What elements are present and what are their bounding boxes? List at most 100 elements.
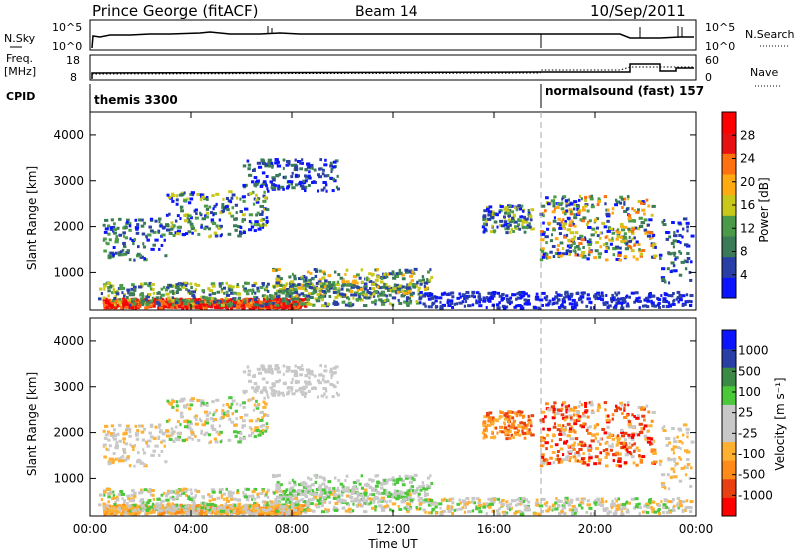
velocity-echo-cell: [135, 425, 138, 428]
power-echo-cell: [212, 285, 216, 288]
velocity-echo-cell: [384, 505, 386, 508]
power-echo-cell: [631, 292, 635, 295]
power-echo-cell: [562, 222, 566, 225]
power-echo-cell: [635, 291, 639, 294]
power-echo-cell: [199, 212, 201, 215]
power-echo-cell: [302, 277, 304, 280]
freq-trace: [92, 64, 694, 79]
power-echo-cell: [397, 291, 400, 294]
velocity-echo-cell: [255, 400, 258, 403]
velocity-echo-cell: [485, 426, 488, 429]
power-echo-cell: [429, 279, 432, 282]
power-echo-cell: [553, 195, 556, 198]
power-echo-cell: [560, 254, 563, 257]
power-echo-cell: [103, 296, 106, 299]
power-echo-cell: [449, 292, 452, 295]
velocity-echo-cell: [210, 440, 212, 443]
power-echo-cell: [636, 258, 639, 261]
power-echo-cell: [392, 296, 396, 299]
velocity-echo-cell: [189, 507, 191, 510]
power-echo-cell: [408, 283, 411, 286]
velocity-echo-cell: [403, 498, 407, 501]
power-echo-cell: [326, 190, 328, 193]
power-echo-cell: [328, 281, 331, 284]
velocity-echo-cell: [275, 364, 279, 367]
velocity-echo-cell: [396, 481, 399, 484]
power-echo-cell: [468, 295, 471, 298]
power-echo-cell: [691, 235, 695, 238]
power-echo-cell: [350, 293, 353, 296]
velocity-echo-cell: [156, 498, 160, 501]
power-echo-cell: [431, 305, 433, 308]
colorbar-tick-label: 8: [740, 245, 748, 259]
power-echo-cell: [206, 297, 210, 300]
velocity-echo-cell: [214, 438, 217, 441]
power-echo-cell: [446, 301, 449, 304]
power-echo-cell: [503, 208, 506, 211]
velocity-echo-cell: [327, 380, 329, 383]
power-echo-cell: [134, 238, 136, 241]
power-echo-cell: [239, 198, 241, 201]
velocity-echo-cell: [107, 488, 111, 491]
velocity-echo-cell: [253, 509, 257, 512]
power-echo-cell: [168, 213, 171, 216]
velocity-echo-cell: [319, 364, 322, 367]
power-echo-cell: [321, 298, 324, 301]
power-echo-cell: [563, 296, 566, 299]
power-echo-cell: [321, 189, 325, 192]
power-echo-cell: [264, 295, 266, 298]
power-echo-cell: [625, 247, 629, 250]
power-echo-cell: [209, 289, 213, 292]
velocity-echo-cell: [171, 400, 175, 403]
power-echo-cell: [603, 243, 605, 246]
power-echo-cell: [356, 286, 360, 289]
power-echo-cell: [306, 295, 310, 298]
velocity-echo-cell: [140, 460, 142, 463]
velocity-echo-cell: [295, 374, 298, 377]
velocity-echo-cell: [226, 414, 230, 417]
velocity-echo-cell: [301, 504, 305, 507]
velocity-echo-cell: [117, 507, 120, 510]
power-echo-cell: [226, 208, 230, 211]
power-echo-cell: [183, 302, 187, 305]
y-tick-label: 1000: [53, 265, 84, 279]
nsky-label: N.Sky: [4, 32, 36, 45]
power-echo-cell: [430, 276, 433, 279]
power-echo-cell: [570, 210, 572, 213]
y-tick-label: 3000: [53, 174, 84, 188]
power-echo-cell: [242, 200, 245, 203]
power-echo-cell: [342, 301, 345, 304]
power-echo-cell: [103, 224, 106, 227]
velocity-echo-cell: [309, 492, 313, 495]
power-echo-cell: [201, 289, 205, 292]
velocity-echo-cell: [368, 502, 370, 505]
power-echo-cell: [639, 217, 643, 220]
velocity-echo-cell: [195, 512, 199, 515]
velocity-echo-cell: [371, 489, 375, 492]
power-echo-cell: [424, 282, 428, 285]
velocity-echo-cell: [166, 400, 169, 403]
velocity-echo-cell: [293, 481, 296, 484]
velocity-echo-cell: [193, 496, 196, 499]
power-echo-cell: [191, 191, 195, 194]
velocity-echo-cell: [240, 432, 243, 435]
velocity-echo-cell: [107, 500, 109, 503]
y-tick-label: 2000: [53, 220, 84, 234]
velocity-echo-cell: [136, 429, 139, 432]
colorbar-tick-label: 20: [740, 175, 755, 189]
velocity-echo-cell: [190, 488, 193, 491]
power-echo-cell: [170, 306, 173, 309]
power-echo-cell: [566, 234, 568, 237]
station-title: Prince George (fitACF): [92, 2, 258, 20]
velocity-echo-cell: [165, 499, 169, 502]
power-echo-cell: [144, 282, 148, 285]
power-echo-cell: [264, 224, 267, 227]
power-echo-cell: [109, 238, 112, 241]
power-echo-cell: [512, 230, 515, 233]
velocity-echo-cell: [386, 500, 388, 503]
power-echo-cell: [381, 277, 384, 280]
colorbar-tick-label: 16: [740, 198, 755, 212]
velocity-echo-cell: [513, 420, 516, 423]
velocity-echo-cell: [228, 495, 230, 498]
power-echo-cell: [620, 236, 623, 239]
